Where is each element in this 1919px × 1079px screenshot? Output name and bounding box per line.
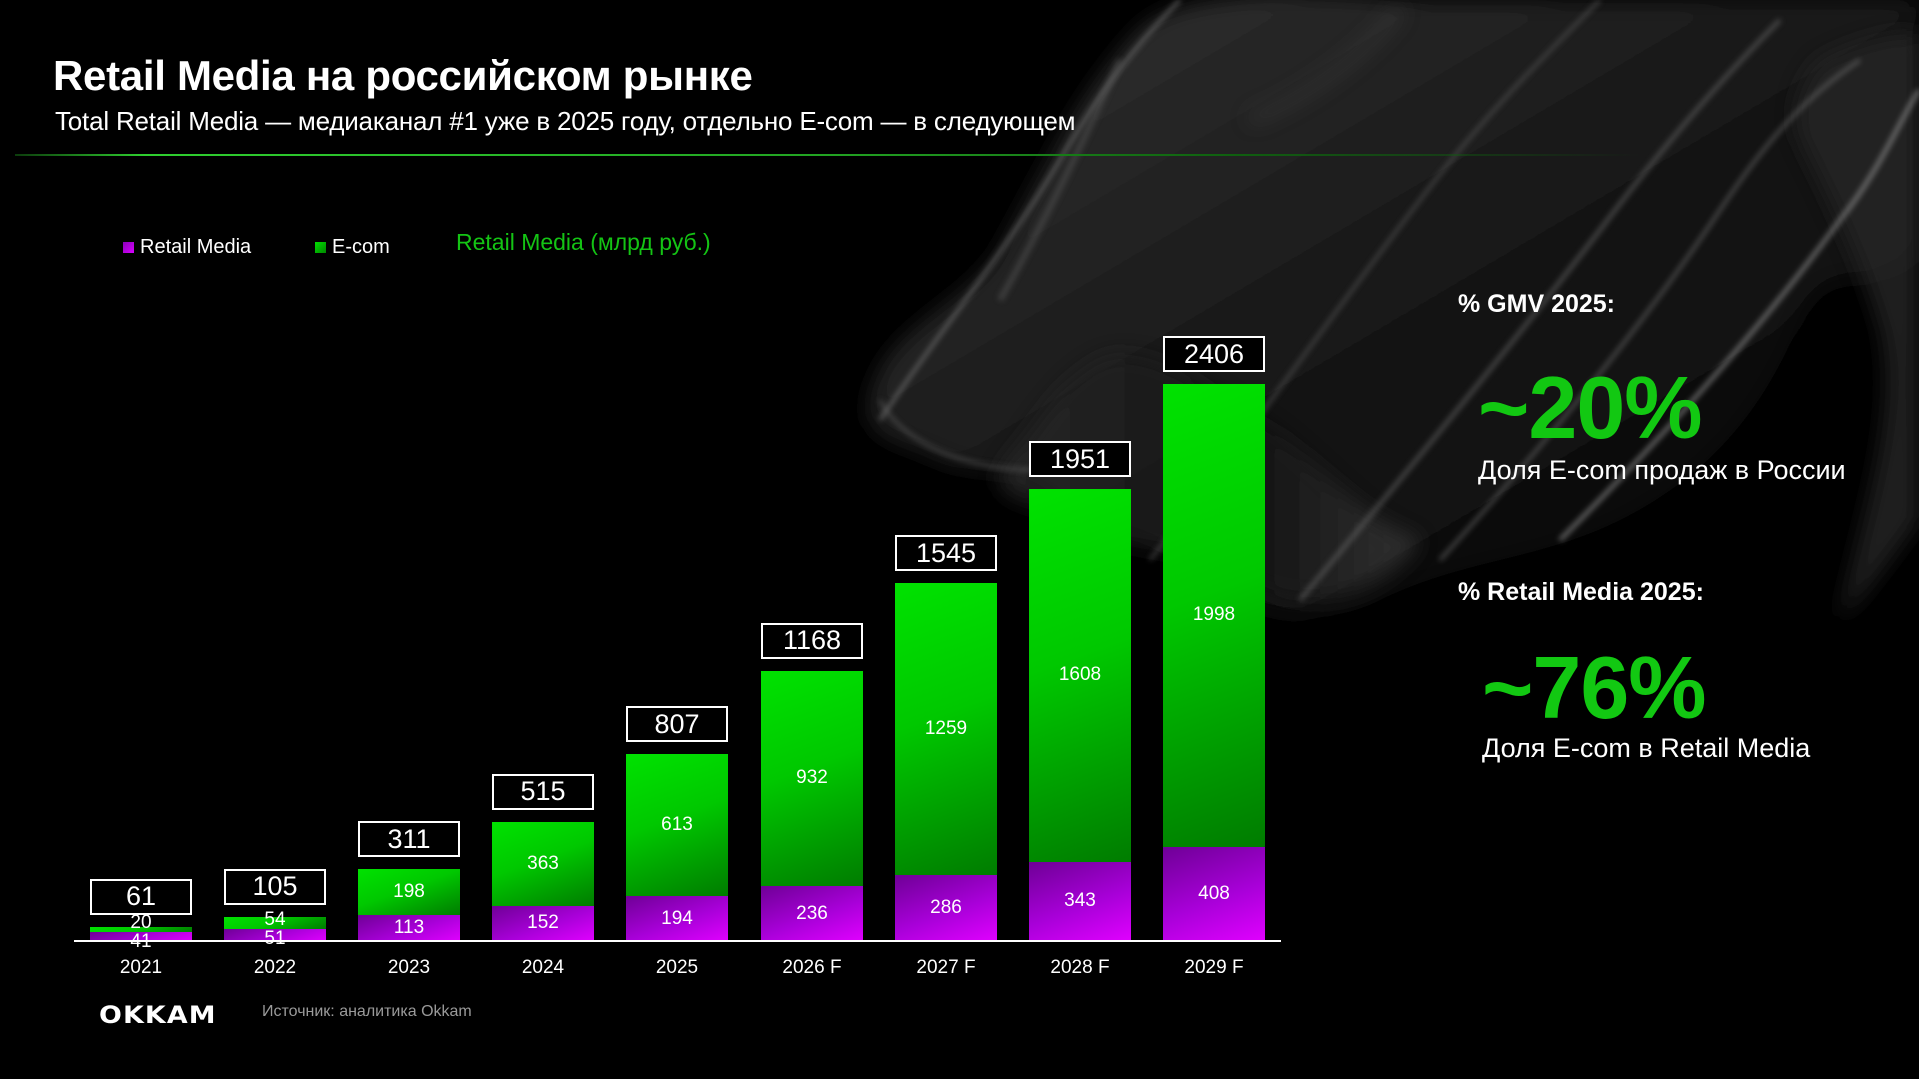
legend-label: E-com [332, 236, 390, 258]
bar-total-label: 2406 [1163, 336, 1265, 372]
bar-segment-retail-media: 51 [224, 929, 326, 948]
bar-total-label: 1168 [761, 622, 863, 659]
bar-total-label: 807 [626, 706, 728, 743]
kpi-retail-media-value: ~76% [1482, 638, 1707, 737]
legend-label: Retail Media [140, 236, 252, 258]
bar-segment-ecom: 1259 [895, 583, 997, 875]
legend-item-ecom: E-com [315, 236, 390, 259]
ecom-swatch-icon [315, 242, 326, 253]
bar-segment-ecom: 1608 [1029, 489, 1131, 862]
kpi-retail-media-label: % Retail Media 2025: [1458, 578, 1704, 606]
bar-total-label: 61 [90, 878, 192, 915]
bar-segment-retail-media: 113 [358, 914, 460, 941]
bar-segment-ecom: 932 [761, 670, 863, 887]
bar-segment-retail-media: 236 [761, 886, 863, 941]
x-axis-tick-label: 2027 F [916, 957, 976, 978]
bar-total-label: 105 [224, 868, 326, 905]
kpi-retail-media-description: Доля E-com в Retail Media [1482, 733, 1811, 763]
x-axis-tick-label: 2028 F [1050, 957, 1110, 978]
chart-title: Retail Media (млрд руб.) [456, 229, 711, 255]
x-axis-tick-label: 2021 [119, 957, 163, 978]
source-note: Источник: аналитика Okkam [262, 1003, 472, 1020]
x-axis-tick-label: 2025 [655, 957, 699, 978]
kpi-gmv-description: Доля E-com продаж в России [1478, 455, 1846, 485]
bar-segment-retail-media: 152 [492, 905, 594, 941]
page-subtitle: Total Retail Media — медиаканал #1 уже в… [55, 106, 1076, 136]
bar-segment-ecom: 20 [90, 913, 192, 932]
header-divider [15, 154, 1640, 156]
bar-segment-ecom: 363 [492, 821, 594, 906]
kpi-gmv-value: ~20% [1478, 358, 1703, 457]
bar-segment-ecom: 613 [626, 754, 728, 897]
x-axis-tick-label: 2024 [521, 957, 565, 978]
x-axis-tick-label: 2026 F [782, 957, 842, 978]
retail-media-swatch-icon [123, 242, 134, 253]
legend-item-retail-media: Retail Media [123, 236, 251, 259]
bar-segment-ecom: 198 [358, 869, 460, 915]
x-axis-tick-label: 2022 [253, 957, 297, 978]
x-axis-line [74, 940, 1281, 942]
x-axis-tick-label: 2023 [387, 957, 431, 978]
bar-segment-retail-media: 194 [626, 896, 728, 941]
okkam-logo: OKKAM [99, 1001, 217, 1029]
page-title: Retail Media на российском рынке [53, 52, 753, 99]
bar-total-label: 1951 [1029, 441, 1131, 478]
x-axis-tick-label: 2029 F [1184, 957, 1244, 978]
bar-segment-ecom: 54 [224, 911, 326, 930]
bar-segment-retail-media: 286 [895, 874, 997, 941]
bar-segment-retail-media: 343 [1029, 861, 1131, 941]
bar-segment-ecom: 1998 [1163, 384, 1265, 847]
bar-segment-retail-media: 408 [1163, 846, 1265, 941]
bar-total-label: 515 [492, 773, 594, 810]
bar-total-label: 311 [358, 821, 460, 857]
bar-total-label: 1545 [895, 535, 997, 572]
kpi-gmv-label: % GMV 2025: [1458, 290, 1616, 318]
